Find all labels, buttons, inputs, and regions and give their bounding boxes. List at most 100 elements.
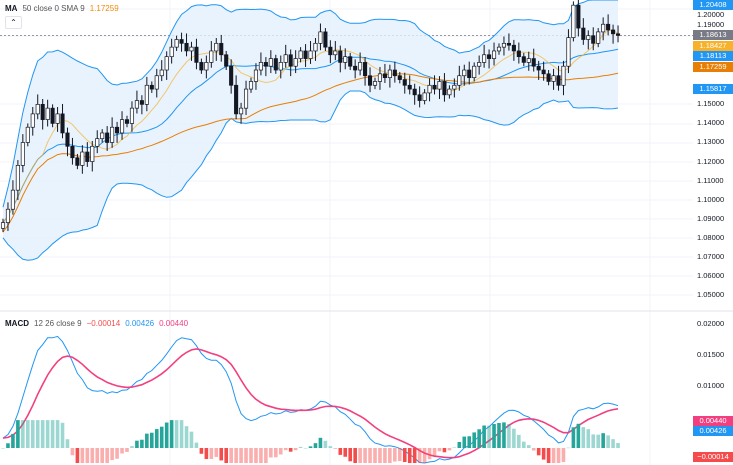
macd-legend-params: 12 26 close 9 <box>34 319 82 328</box>
macd-histogram-bar <box>55 420 60 448</box>
candle-body <box>382 73 387 79</box>
macd-histogram-bar <box>502 422 506 448</box>
price-axis-label: 1.07000 <box>697 251 725 261</box>
price-axis-label: 1.09000 <box>697 213 725 223</box>
candle-body <box>586 35 591 40</box>
macd-histogram-bar <box>145 433 149 448</box>
macd-histogram-bar <box>531 448 536 451</box>
candle-body <box>115 126 120 134</box>
candle-body <box>377 73 383 82</box>
candle-body <box>234 84 239 115</box>
candle-body <box>462 69 467 77</box>
macd-histogram-bar <box>467 436 472 448</box>
macd-histogram-bar <box>60 422 65 448</box>
macd-histogram-bar <box>234 448 238 463</box>
candle-body <box>55 113 60 124</box>
macd-histogram-bar <box>477 429 481 448</box>
candle-body <box>501 42 507 48</box>
candle-body <box>288 54 293 67</box>
candle-body <box>496 46 502 52</box>
candle-body <box>442 81 447 96</box>
macd-histogram-bar <box>358 448 362 463</box>
macd-histogram-bar <box>522 441 526 448</box>
candle-body <box>5 208 11 223</box>
candle-body <box>100 132 105 140</box>
macd-legend: MACD 12 26 close 9 −0.00014 0.00426 0.00440 <box>5 319 193 328</box>
macd-histogram-bar <box>1 448 5 449</box>
macd-histogram-bar <box>497 423 501 448</box>
candle-body <box>447 88 452 96</box>
macd-histogram-bar <box>546 448 551 463</box>
candle-body <box>189 46 194 52</box>
macd-histogram-bar <box>278 448 283 455</box>
candle-body <box>105 132 110 143</box>
macd-histogram-bar <box>462 436 467 448</box>
macd-histogram-bar <box>164 422 169 448</box>
macd-histogram-bar <box>239 448 243 463</box>
candle-body <box>50 107 55 124</box>
candle-body <box>184 42 189 52</box>
macd-histogram-bar <box>457 441 462 448</box>
macd-histogram-bar <box>472 432 476 448</box>
macd-histogram-bar <box>70 448 75 456</box>
macd-histogram-bar <box>204 448 209 460</box>
candle-body <box>343 56 348 63</box>
candle-body <box>367 75 373 86</box>
price-axis-label: 1.11000 <box>697 175 724 185</box>
macd-histogram-bar <box>254 448 258 463</box>
macd-histogram-bar <box>150 432 154 448</box>
candle-body <box>477 62 482 67</box>
candle-body <box>10 189 15 210</box>
candle-body <box>531 58 536 67</box>
price-axis-label: 1.19000 <box>697 20 725 30</box>
macd-histogram-bar <box>427 448 432 460</box>
bollinger-lower-line <box>2 90 619 261</box>
macd-histogram-bar <box>373 448 377 463</box>
candle-body <box>144 84 149 105</box>
candle-body <box>0 222 6 229</box>
macd-histogram-bar <box>402 448 407 463</box>
candle-body <box>293 58 298 67</box>
candle-body <box>313 42 318 52</box>
candle-body <box>571 4 576 38</box>
candle-body <box>333 50 338 56</box>
candle-body <box>194 46 199 63</box>
bollinger-band-fill <box>3 0 618 261</box>
macd-histogram-bar <box>492 424 496 448</box>
candle-body <box>611 29 616 35</box>
macd-histogram-bar <box>229 448 233 463</box>
candle-body <box>546 73 551 82</box>
candle-body <box>467 69 472 79</box>
macd-histogram-bar <box>432 448 437 457</box>
candle-body <box>85 151 90 162</box>
macd-histogram-bar <box>224 448 228 463</box>
macd-histogram-bar <box>293 448 298 451</box>
macd-histogram-bar <box>338 448 343 455</box>
candle-body <box>110 126 115 143</box>
candle-body <box>159 69 164 77</box>
macd-histogram-bar <box>174 420 179 448</box>
macd-histogram-bar <box>26 420 30 448</box>
candle-body <box>417 94 422 101</box>
ma50-line <box>2 72 619 233</box>
macd-histogram-bar <box>35 420 40 448</box>
candle-body <box>248 81 254 90</box>
macd-histogram-bar <box>452 447 457 448</box>
macd-histogram-bar <box>507 424 511 448</box>
candle-body <box>263 62 268 67</box>
macd-histogram-bar <box>541 448 546 460</box>
macd-line <box>2 335 619 464</box>
candle-body <box>278 62 283 71</box>
macd-histogram-bar <box>30 420 35 448</box>
macd-value: 0.00426 <box>125 319 155 328</box>
candle-body <box>521 56 526 63</box>
ma-legend: MA 50 close 0 SMA 9 1.17259 <box>5 4 124 13</box>
collapse-legend-button[interactable]: ⌃ <box>5 16 22 29</box>
candle-body <box>358 62 363 71</box>
candle-body <box>283 54 288 63</box>
candle-body <box>363 62 368 77</box>
macd-histogram-bar <box>308 446 313 448</box>
candle-body <box>551 75 556 82</box>
candle-body <box>407 84 412 90</box>
